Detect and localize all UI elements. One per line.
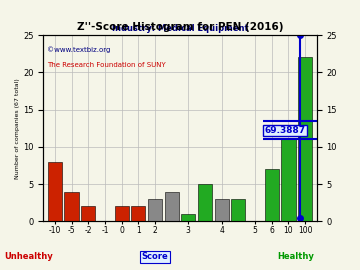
Bar	[114, 207, 129, 221]
Text: Industry: Medical Equipment: Industry: Medical Equipment	[112, 24, 248, 33]
Text: ©www.textbiz.org: ©www.textbiz.org	[47, 46, 110, 53]
Bar	[282, 139, 296, 221]
Bar	[64, 192, 78, 221]
Bar	[198, 184, 212, 221]
Bar	[215, 199, 229, 221]
Bar	[131, 207, 145, 221]
Bar	[165, 192, 179, 221]
Y-axis label: Number of companies (67 total): Number of companies (67 total)	[15, 78, 20, 179]
Bar	[298, 58, 312, 221]
Bar	[148, 199, 162, 221]
Bar	[231, 199, 246, 221]
Text: Unhealthy: Unhealthy	[4, 252, 53, 261]
Text: Healthy: Healthy	[277, 252, 314, 261]
Text: Score: Score	[141, 252, 168, 261]
Bar	[48, 162, 62, 221]
Bar	[81, 207, 95, 221]
Bar	[181, 214, 195, 221]
Bar	[265, 169, 279, 221]
Text: The Research Foundation of SUNY: The Research Foundation of SUNY	[47, 62, 166, 68]
Title: Z''-Score Histogram for PEN (2016): Z''-Score Histogram for PEN (2016)	[77, 22, 283, 32]
Text: 69.3887: 69.3887	[265, 126, 306, 135]
